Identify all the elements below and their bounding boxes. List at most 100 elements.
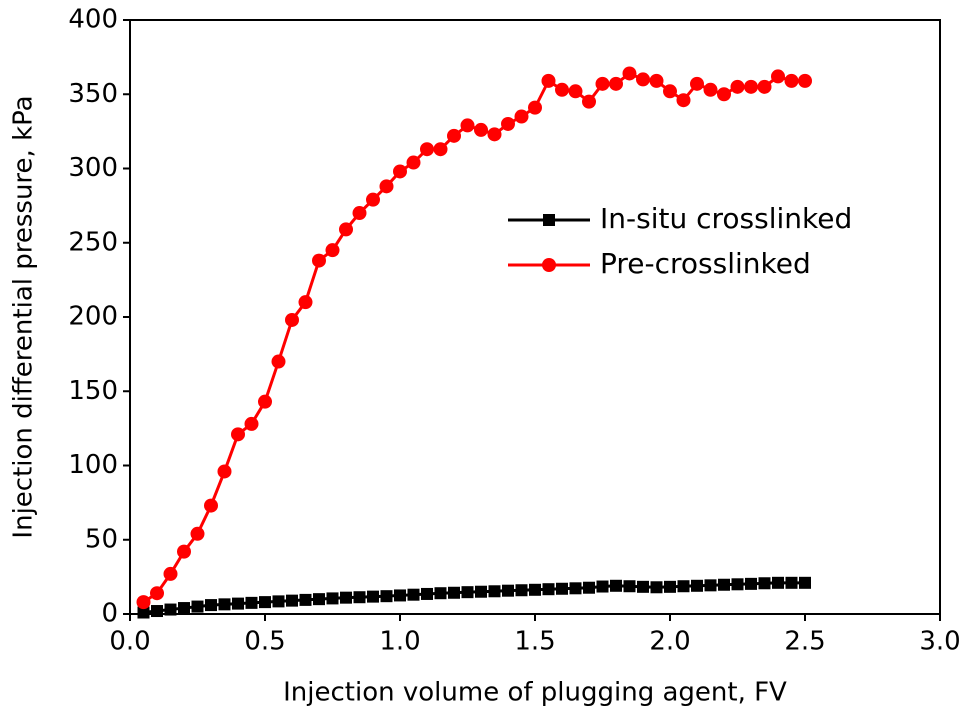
legend-label: In-situ crosslinked <box>600 202 852 235</box>
marker <box>448 586 460 599</box>
marker <box>772 576 784 589</box>
marker <box>352 206 367 221</box>
marker <box>205 599 217 612</box>
x-tick-label: 1.0 <box>379 627 420 657</box>
marker <box>542 583 555 596</box>
marker <box>340 591 352 604</box>
marker <box>393 164 407 179</box>
marker <box>313 593 325 606</box>
marker <box>784 73 799 88</box>
marker <box>583 581 595 594</box>
marker <box>637 580 649 593</box>
x-tick-label: 0.0 <box>109 627 150 657</box>
marker <box>677 580 690 593</box>
marker <box>163 566 178 581</box>
marker <box>231 427 245 442</box>
marker <box>649 73 664 88</box>
marker <box>610 579 622 592</box>
marker <box>218 598 231 611</box>
marker <box>286 594 298 607</box>
marker <box>515 584 528 597</box>
marker <box>757 79 772 94</box>
marker <box>487 127 502 142</box>
marker <box>622 66 637 81</box>
marker <box>528 100 542 115</box>
marker <box>461 586 474 599</box>
marker <box>137 606 150 619</box>
marker <box>556 582 568 595</box>
marker <box>421 587 433 600</box>
marker <box>488 585 501 598</box>
x-tick-label: 1.5 <box>514 627 555 657</box>
marker <box>718 578 730 591</box>
marker <box>244 416 259 431</box>
marker <box>177 544 191 559</box>
marker <box>325 243 340 258</box>
marker <box>379 179 394 194</box>
marker <box>569 582 582 595</box>
marker <box>623 580 636 593</box>
marker <box>730 79 745 94</box>
y-axis-label: Injection differential pressure, kPa <box>9 95 39 538</box>
marker <box>217 464 232 479</box>
marker <box>555 82 569 97</box>
marker <box>272 595 285 608</box>
marker <box>474 122 488 137</box>
x-tick-label: 2.5 <box>784 627 825 657</box>
marker <box>299 593 312 606</box>
y-tick-label: 200 <box>68 302 118 332</box>
y-tick-label: 300 <box>68 153 118 183</box>
marker <box>541 73 556 88</box>
marker <box>298 295 313 310</box>
marker <box>204 498 218 513</box>
marker <box>664 580 676 593</box>
marker <box>434 587 447 600</box>
marker <box>676 93 691 108</box>
marker <box>663 84 677 99</box>
marker <box>259 596 271 609</box>
marker <box>407 588 420 601</box>
marker <box>312 253 326 268</box>
marker <box>353 591 366 604</box>
marker <box>475 585 487 598</box>
marker <box>785 576 798 589</box>
marker <box>798 73 812 88</box>
marker <box>151 605 163 618</box>
marker <box>703 82 718 97</box>
x-tick-label: 0.5 <box>244 627 285 657</box>
marker <box>394 589 406 602</box>
marker <box>529 583 541 596</box>
marker <box>420 142 434 157</box>
marker <box>285 312 299 327</box>
marker <box>150 586 164 601</box>
marker <box>691 579 703 592</box>
marker <box>690 76 704 91</box>
marker <box>136 595 151 610</box>
marker <box>799 576 811 589</box>
marker <box>380 590 393 603</box>
marker <box>582 94 596 109</box>
marker <box>650 581 663 594</box>
marker <box>326 592 339 605</box>
marker <box>501 116 515 131</box>
marker <box>717 87 731 102</box>
y-tick-label: 100 <box>68 450 118 480</box>
x-tick-label: 2.0 <box>649 627 690 657</box>
marker <box>609 76 623 91</box>
marker <box>636 72 650 87</box>
marker <box>731 578 744 591</box>
series-line <box>142 71 805 604</box>
legend-marker <box>543 214 555 226</box>
marker <box>366 192 380 207</box>
x-axis-label: Injection volume of plugging agent, FV <box>283 678 787 708</box>
marker <box>596 580 609 593</box>
marker <box>514 109 529 124</box>
marker <box>771 69 785 84</box>
marker <box>447 128 461 143</box>
marker <box>745 577 757 590</box>
y-tick-label: 350 <box>68 79 118 109</box>
marker <box>433 142 448 157</box>
marker <box>232 597 244 610</box>
marker <box>245 596 258 609</box>
